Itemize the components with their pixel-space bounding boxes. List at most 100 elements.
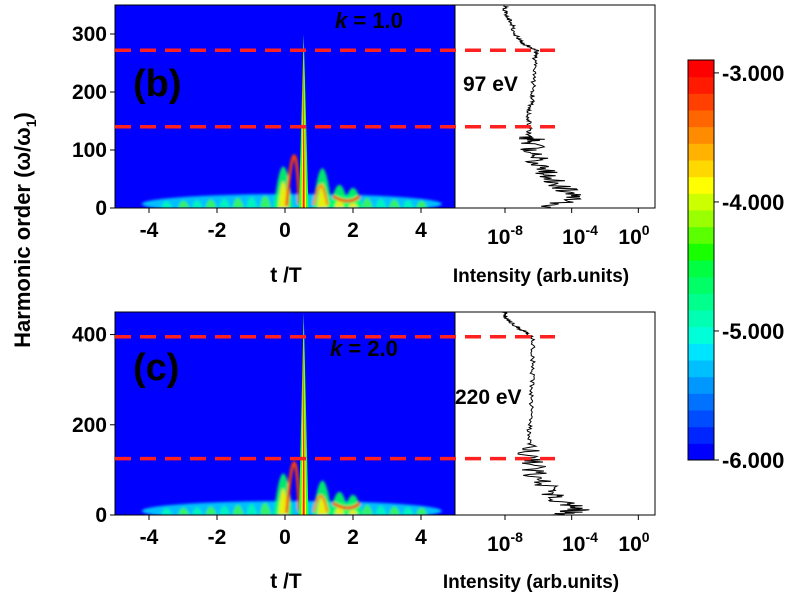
trajectory-streak — [285, 461, 301, 514]
harmonic-lobe — [259, 195, 272, 208]
trajectory-streak — [312, 184, 329, 206]
spec-xlabel-b: Intensity (arb.units) — [453, 266, 629, 287]
time-frequency-map-c — [141, 312, 442, 515]
spec-tick-1e-4-c: 10-4 — [562, 529, 598, 556]
x-tick-label: 4 — [415, 526, 427, 549]
spectrum-frame-c — [454, 311, 656, 516]
y-tick-label: 100 — [72, 139, 107, 162]
xlabel-b: t /T — [270, 264, 302, 287]
axes-c: -4 -2 0 2 4 0 200 400 — [72, 324, 639, 549]
harmonic-lobe — [177, 507, 190, 515]
secondary-burst-core — [334, 199, 345, 208]
harmonic-lobe — [191, 506, 204, 515]
spec-tick-1e0-b: 100 — [618, 222, 649, 249]
energy-label-b: 97 eV — [463, 73, 518, 96]
harmonic-lobe — [160, 507, 173, 515]
x-tick-label: 2 — [347, 526, 359, 549]
main-burst-core — [302, 332, 305, 515]
secondary-burst-core — [334, 506, 345, 515]
harmonic-lobe — [232, 197, 245, 208]
colorbar-tick-label: -6.000 — [722, 448, 784, 473]
panel-label-b: (b) — [133, 63, 182, 105]
x-tick-label: 4 — [415, 219, 427, 242]
spec-tick-1e-8-c: 10-8 — [487, 529, 523, 556]
colorbar-swatch — [688, 426, 714, 444]
harmonic-lobe — [218, 198, 231, 208]
colorbar-tick-label: -5.000 — [722, 319, 784, 344]
harmonic-lobe — [402, 506, 415, 515]
trajectory-streak — [285, 154, 301, 207]
colorbar-tick-label: -4.000 — [722, 190, 784, 215]
harmonic-lobe — [245, 503, 258, 515]
k-label-b: k = 1.0 — [335, 8, 403, 33]
x-tick-label: 0 — [279, 219, 291, 242]
harmonic-lobe — [259, 502, 272, 515]
spectrum-frame-b — [454, 4, 656, 209]
secondary-burst-core — [347, 202, 359, 208]
harmonic-lobe — [415, 200, 428, 208]
colorbar-swatch — [688, 143, 714, 161]
spectrum-line-b — [501, 5, 582, 208]
secondary-burst — [343, 187, 363, 208]
colorbar-swatch — [688, 193, 714, 211]
x-tick-label: -2 — [208, 219, 227, 242]
colorbar-tick-label: -3.000 — [722, 61, 784, 86]
shared-ylabel: Harmonic order (ω/ω1) — [10, 112, 39, 348]
secondary-burst-core — [347, 509, 359, 515]
colorbar-swatch — [688, 360, 714, 378]
colorbar-swatch — [688, 443, 714, 461]
colorbar-swatch — [688, 276, 714, 294]
x-tick-label: -4 — [140, 526, 159, 549]
harmonic-lobe — [160, 200, 173, 208]
spectrum-line-c — [502, 312, 590, 515]
harmonic-lobe — [361, 197, 374, 208]
harmonic-lobe — [232, 504, 245, 515]
colorbar-swatch — [688, 210, 714, 228]
harmonic-lobe — [415, 507, 428, 515]
harmonic-lobe — [205, 506, 217, 515]
y-tick-label: 200 — [72, 414, 107, 437]
harmonic-lobe — [402, 199, 415, 208]
xlabel-c: t /T — [270, 570, 302, 593]
colorbar-swatch — [688, 343, 714, 361]
harmonic-lobe — [245, 196, 258, 208]
x-tick-label: 2 — [347, 219, 359, 242]
harmonic-lobe — [361, 504, 374, 515]
y-tick-label: 0 — [95, 504, 107, 527]
harmonic-lobe — [375, 198, 387, 208]
colorbar-swatch — [688, 176, 714, 194]
harmonic-lobe — [205, 199, 217, 208]
colorbar-swatch — [688, 393, 714, 411]
colorbar-swatch — [688, 376, 714, 394]
harmonic-lobe — [177, 200, 190, 208]
x-tick-label: -4 — [140, 219, 159, 242]
colorbar-swatch — [688, 60, 714, 78]
colorbar-swatch — [688, 310, 714, 328]
colorbar: -3.000 -4.000 -5.000 -6.000 — [687, 59, 784, 473]
colorbar-swatch — [688, 293, 714, 311]
secondary-burst — [343, 494, 363, 515]
harmonic-lobe — [218, 505, 231, 515]
colorbar-swatch — [688, 93, 714, 111]
spec-tick-1e0-c: 100 — [618, 529, 649, 556]
axes-b: -4 -2 0 2 4 0 100 200 300 — [72, 23, 639, 242]
map-features-b — [141, 154, 442, 208]
colorbar-swatch — [688, 243, 714, 261]
spec-tick-1e-4-b: 10-4 — [562, 222, 598, 249]
trajectory-streak — [331, 501, 361, 510]
spec-tick-1e-8-b: 10-8 — [487, 222, 523, 249]
y-tick-label: 300 — [72, 23, 107, 46]
harmonic-lobe — [191, 199, 204, 208]
x-tick-label: -2 — [208, 526, 227, 549]
colorbar-swatch — [688, 76, 714, 94]
y-tick-label: 0 — [95, 197, 107, 220]
main-burst-core — [302, 51, 305, 208]
time-frequency-map-b — [141, 34, 442, 208]
colorbar-swatch — [688, 126, 714, 144]
colorbar-swatch — [688, 226, 714, 244]
panel-c: -4 -2 0 2 4 0 200 400 (c) k = 2.0 220 eV t /T I… — [72, 311, 656, 593]
map-features-c — [141, 461, 442, 515]
y-tick-label: 400 — [72, 324, 107, 347]
k-label-c: k = 2.0 — [330, 336, 398, 361]
